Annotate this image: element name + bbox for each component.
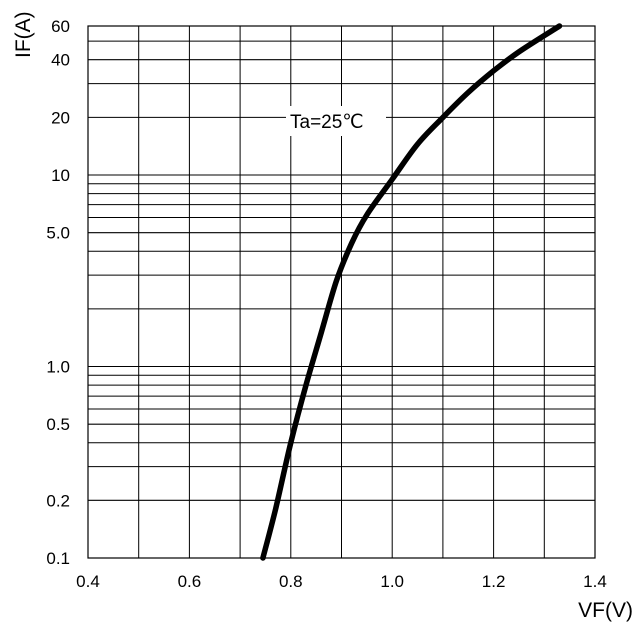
y-tick-label: 5.0 xyxy=(46,224,70,243)
x-tick-label: 0.6 xyxy=(178,572,202,591)
x-tick-labels: 0.4 0.6 0.8 1.0 1.2 1.4 xyxy=(76,572,607,591)
y-tick-label: 1.0 xyxy=(46,358,70,377)
y-tick-label: 40 xyxy=(51,51,70,70)
x-axis-label: VF(V) xyxy=(578,599,633,622)
y-tick-label: 10 xyxy=(51,166,70,185)
y-tick-label: 0.1 xyxy=(46,549,70,568)
x-tick-label: 1.4 xyxy=(583,572,607,591)
y-tick-label: 20 xyxy=(51,108,70,127)
y-axis-label: IF(A) xyxy=(12,11,35,58)
x-tick-label: 1.2 xyxy=(482,572,506,591)
y-tick-labels: 0.1 0.2 0.5 1.0 5.0 10 20 40 60 xyxy=(46,17,70,568)
y-tick-label: 0.2 xyxy=(46,491,70,510)
grid-minor-lines xyxy=(88,26,595,558)
x-tick-label: 0.4 xyxy=(76,572,100,591)
y-tick-label: 0.5 xyxy=(46,415,70,434)
x-tick-label: 0.8 xyxy=(279,572,303,591)
plot-frame xyxy=(87,25,596,559)
annotation-background xyxy=(286,106,386,136)
series-line-forward-current xyxy=(260,23,563,561)
x-tick-label: 1.0 xyxy=(380,572,404,591)
y-tick-label: 60 xyxy=(51,17,70,36)
annotation-text: Ta=25℃ xyxy=(290,112,364,133)
